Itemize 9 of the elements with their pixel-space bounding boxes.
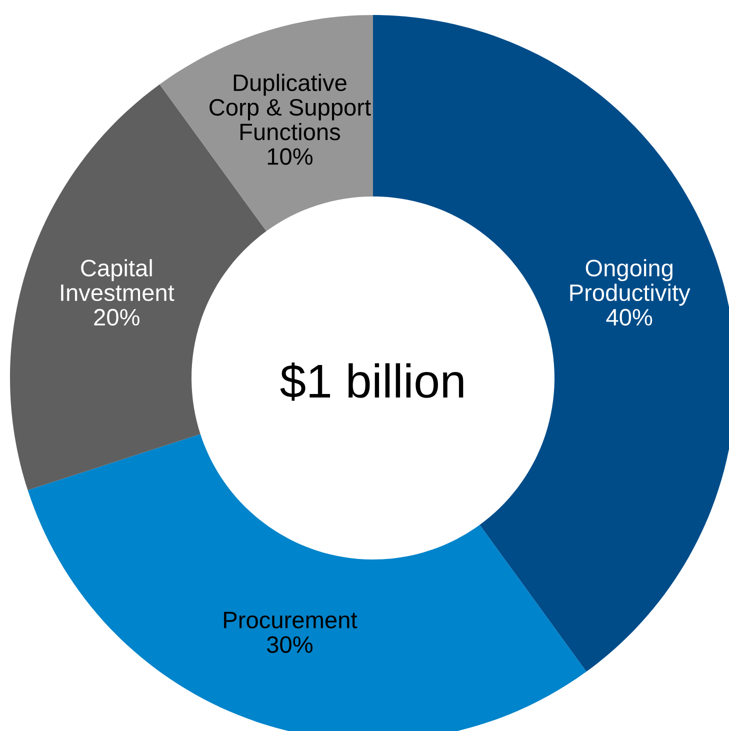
slice-label: Procurement <box>224 612 358 628</box>
text: $1 billion <box>280 362 464 401</box>
slice-label: Duplicative Corp & Support Functions <box>210 74 371 140</box>
data-label: 30% <box>266 636 312 653</box>
slice-label: Capital Investment <box>61 259 174 302</box>
data-label: 40% <box>606 308 652 326</box>
slice-label: Ongoing Productivity <box>570 259 690 306</box>
data-label: 20% <box>94 308 140 326</box>
data-label: 10% <box>268 148 312 165</box>
